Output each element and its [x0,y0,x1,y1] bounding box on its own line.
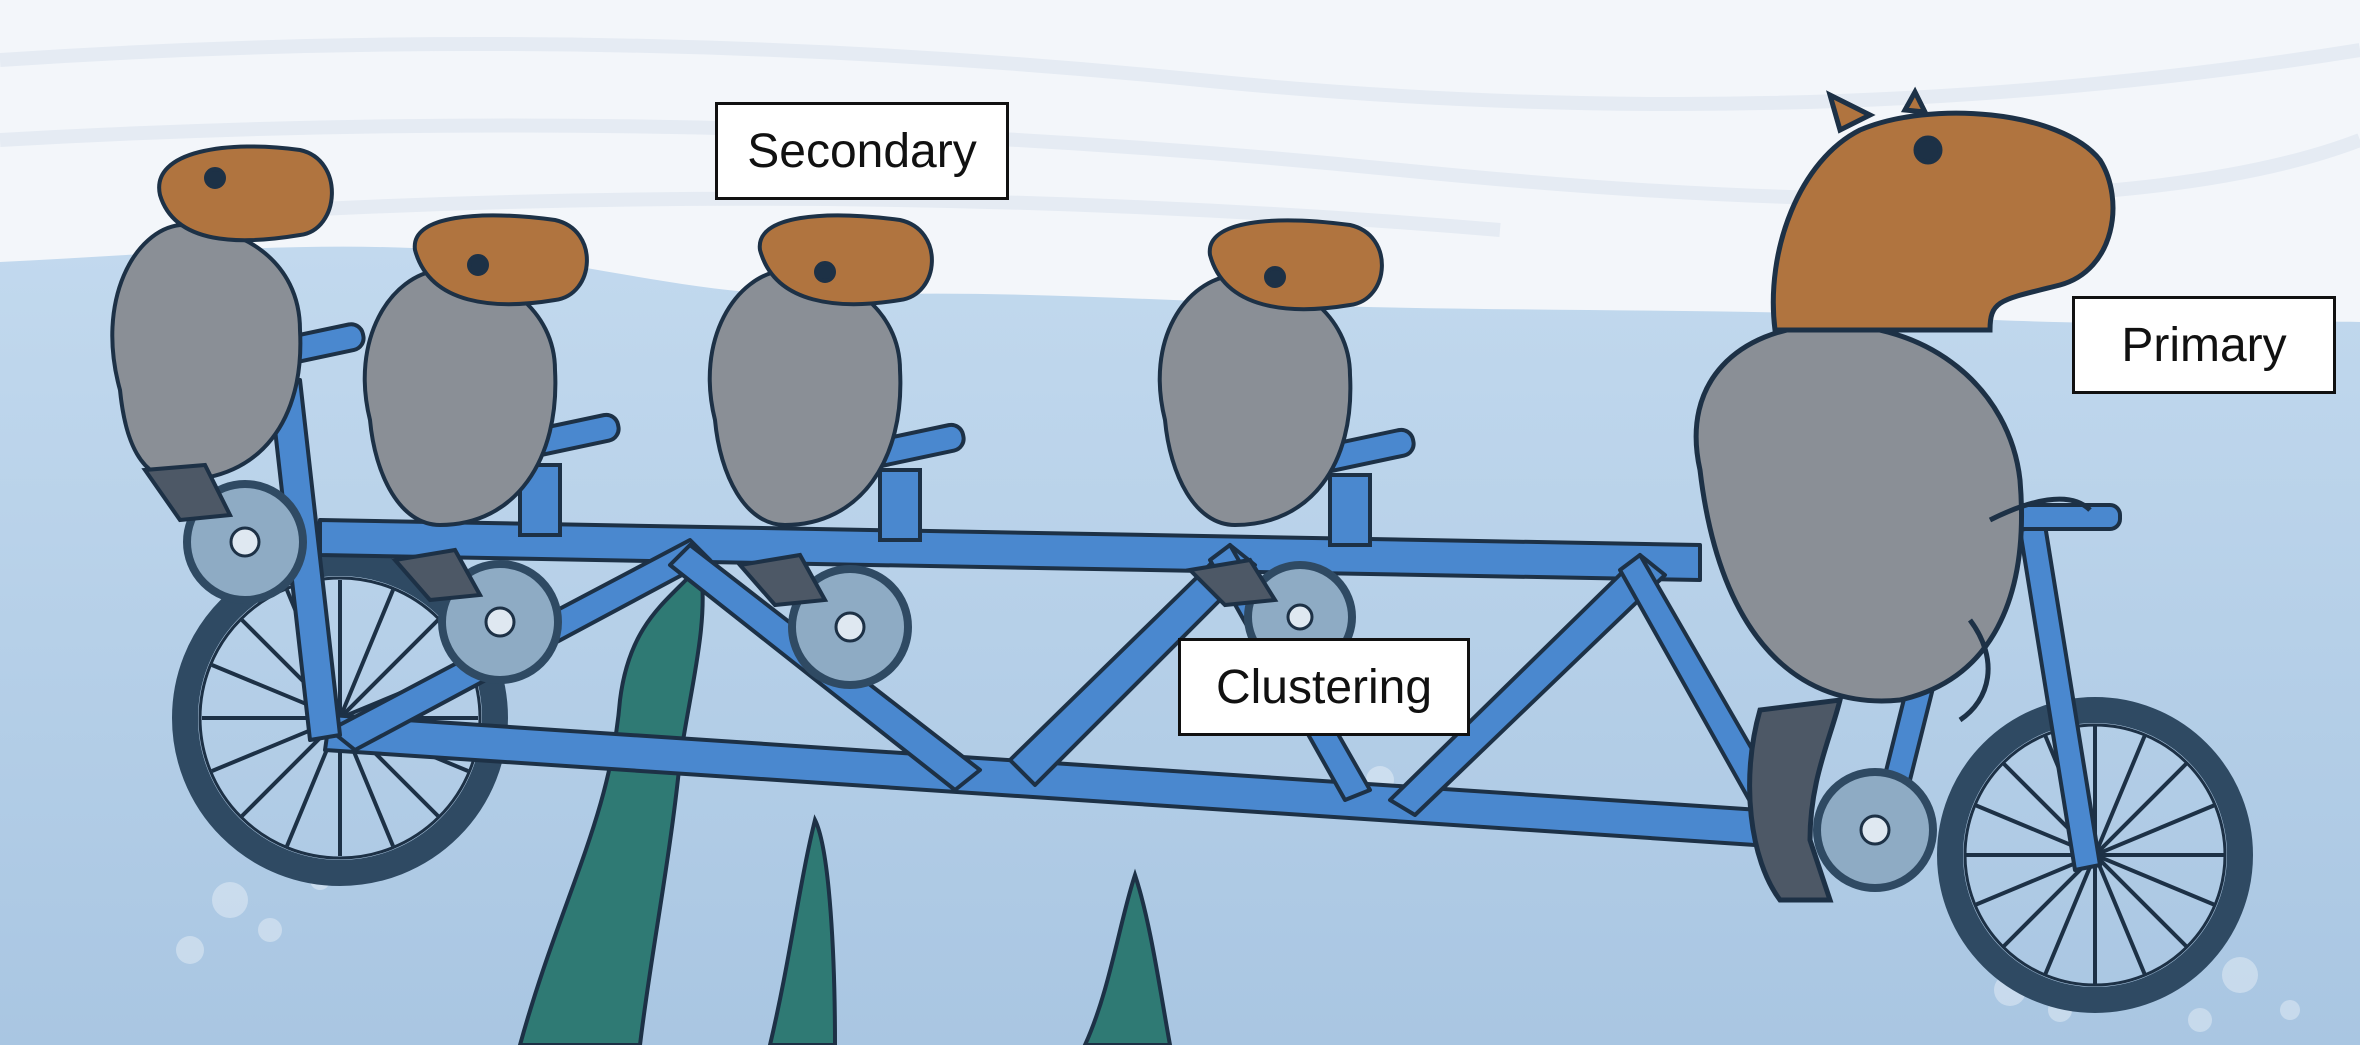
capybara-lead-icon [1693,86,2116,903]
seaweed-icon [517,560,1173,1045]
sky-streaks [0,37,2360,237]
label-primary: Primary [2072,296,2336,394]
capybara-figure-icon [110,144,1384,608]
label-clustering: Clustering [1178,638,1470,736]
label-secondary: Secondary [715,102,1009,200]
